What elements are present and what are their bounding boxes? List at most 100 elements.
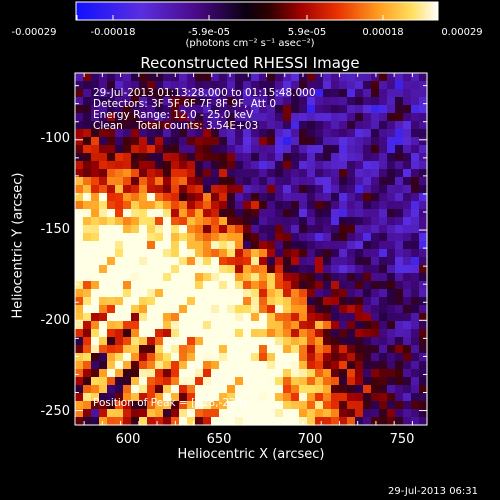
- heatmap-cell: [403, 249, 412, 258]
- heatmap-cell: [211, 337, 220, 346]
- heatmap-cell: [363, 137, 372, 146]
- heatmap-cell: [419, 217, 428, 226]
- heatmap-cell: [339, 321, 348, 330]
- heatmap-cell: [339, 169, 348, 178]
- heatmap-cell: [283, 385, 292, 394]
- heatmap-cell: [339, 273, 348, 282]
- heatmap-cell: [299, 169, 308, 178]
- heatmap-cell: [187, 329, 196, 338]
- heatmap-cell: [115, 241, 124, 250]
- heatmap-cell: [195, 249, 204, 258]
- heatmap-cell: [395, 129, 404, 138]
- heatmap-cell: [211, 265, 220, 274]
- heatmap-cell: [91, 273, 100, 282]
- heatmap-cell: [411, 113, 420, 122]
- heatmap-cell: [299, 217, 308, 226]
- heatmap-cell: [419, 257, 428, 266]
- heatmap-cell: [155, 129, 164, 138]
- heatmap-cell: [195, 113, 204, 122]
- heatmap-cell: [163, 73, 172, 82]
- heatmap-cell: [347, 129, 356, 138]
- heatmap-cell: [307, 369, 316, 378]
- heatmap-cell: [163, 153, 172, 162]
- heatmap-cell: [227, 329, 236, 338]
- heatmap-cell: [363, 241, 372, 250]
- heatmap-cell: [323, 337, 332, 346]
- heatmap-cell: [323, 297, 332, 306]
- heatmap-cell: [235, 249, 244, 258]
- heatmap-cell: [347, 73, 356, 82]
- heatmap-cell: [323, 361, 332, 370]
- heatmap-cell: [315, 369, 324, 378]
- heatmap-cell: [395, 137, 404, 146]
- heatmap-cell: [371, 321, 380, 330]
- heatmap-cell: [227, 73, 236, 82]
- heatmap-cell: [91, 377, 100, 386]
- heatmap-cell: [419, 289, 428, 298]
- heatmap-cell: [139, 409, 148, 418]
- heatmap-cell: [243, 377, 252, 386]
- heatmap-cell: [339, 385, 348, 394]
- heatmap-cell: [235, 393, 244, 402]
- heatmap-cell: [315, 177, 324, 186]
- heatmap-cell: [379, 153, 388, 162]
- heatmap-cell: [331, 145, 340, 154]
- heatmap-cell: [115, 273, 124, 282]
- heatmap-cell: [267, 97, 276, 106]
- heatmap-cell: [315, 353, 324, 362]
- heatmap-cell: [379, 201, 388, 210]
- heatmap-cell: [235, 281, 244, 290]
- heatmap-cell: [91, 209, 100, 218]
- heatmap-cell: [299, 105, 308, 114]
- heatmap-cell: [363, 393, 372, 402]
- heatmap-cell: [235, 193, 244, 202]
- heatmap-cell: [227, 137, 236, 146]
- heatmap-cell: [187, 393, 196, 402]
- heatmap-cell: [91, 129, 100, 138]
- heatmap-cell: [251, 305, 260, 314]
- heatmap-cell: [419, 73, 428, 82]
- heatmap-cell: [323, 225, 332, 234]
- heatmap-cell: [123, 169, 132, 178]
- heatmap-cell: [211, 289, 220, 298]
- heatmap-cell: [251, 217, 260, 226]
- heatmap-cell: [291, 201, 300, 210]
- heatmap-cell: [147, 169, 156, 178]
- heatmap-cell: [131, 201, 140, 210]
- heatmap-cell: [299, 129, 308, 138]
- heatmap-cell: [171, 185, 180, 194]
- heatmap-cell: [235, 209, 244, 218]
- heatmap-cell: [259, 201, 268, 210]
- heatmap-cell: [259, 73, 268, 82]
- heatmap-cell: [331, 129, 340, 138]
- heatmap-cell: [307, 305, 316, 314]
- heatmap-cell: [243, 73, 252, 82]
- heatmap-cell: [251, 145, 260, 154]
- heatmap-cell: [267, 417, 276, 426]
- heatmap-cell: [275, 369, 284, 378]
- heatmap-cell: [419, 305, 428, 314]
- heatmap-cell: [107, 121, 116, 130]
- heatmap-cell: [243, 209, 252, 218]
- heatmap-cell: [355, 321, 364, 330]
- heatmap-cell: [299, 113, 308, 122]
- heatmap-cell: [99, 217, 108, 226]
- heatmap-cell: [203, 401, 212, 410]
- heatmap-cell: [371, 201, 380, 210]
- heatmap-cell: [179, 129, 188, 138]
- heatmap-cell: [307, 209, 316, 218]
- heatmap-cell: [195, 361, 204, 370]
- heatmap-cell: [331, 321, 340, 330]
- heatmap-cell: [419, 265, 428, 274]
- heatmap-cell: [179, 89, 188, 98]
- heatmap-cell: [91, 289, 100, 298]
- heatmap-cell: [339, 185, 348, 194]
- heatmap-cell: [187, 145, 196, 154]
- heatmap-cell: [291, 105, 300, 114]
- heatmap-cell: [419, 145, 428, 154]
- heatmap-cell: [91, 105, 100, 114]
- heatmap-cell: [371, 121, 380, 130]
- heatmap-cell: [131, 233, 140, 242]
- heatmap-cell: [203, 201, 212, 210]
- heatmap-cell: [243, 249, 252, 258]
